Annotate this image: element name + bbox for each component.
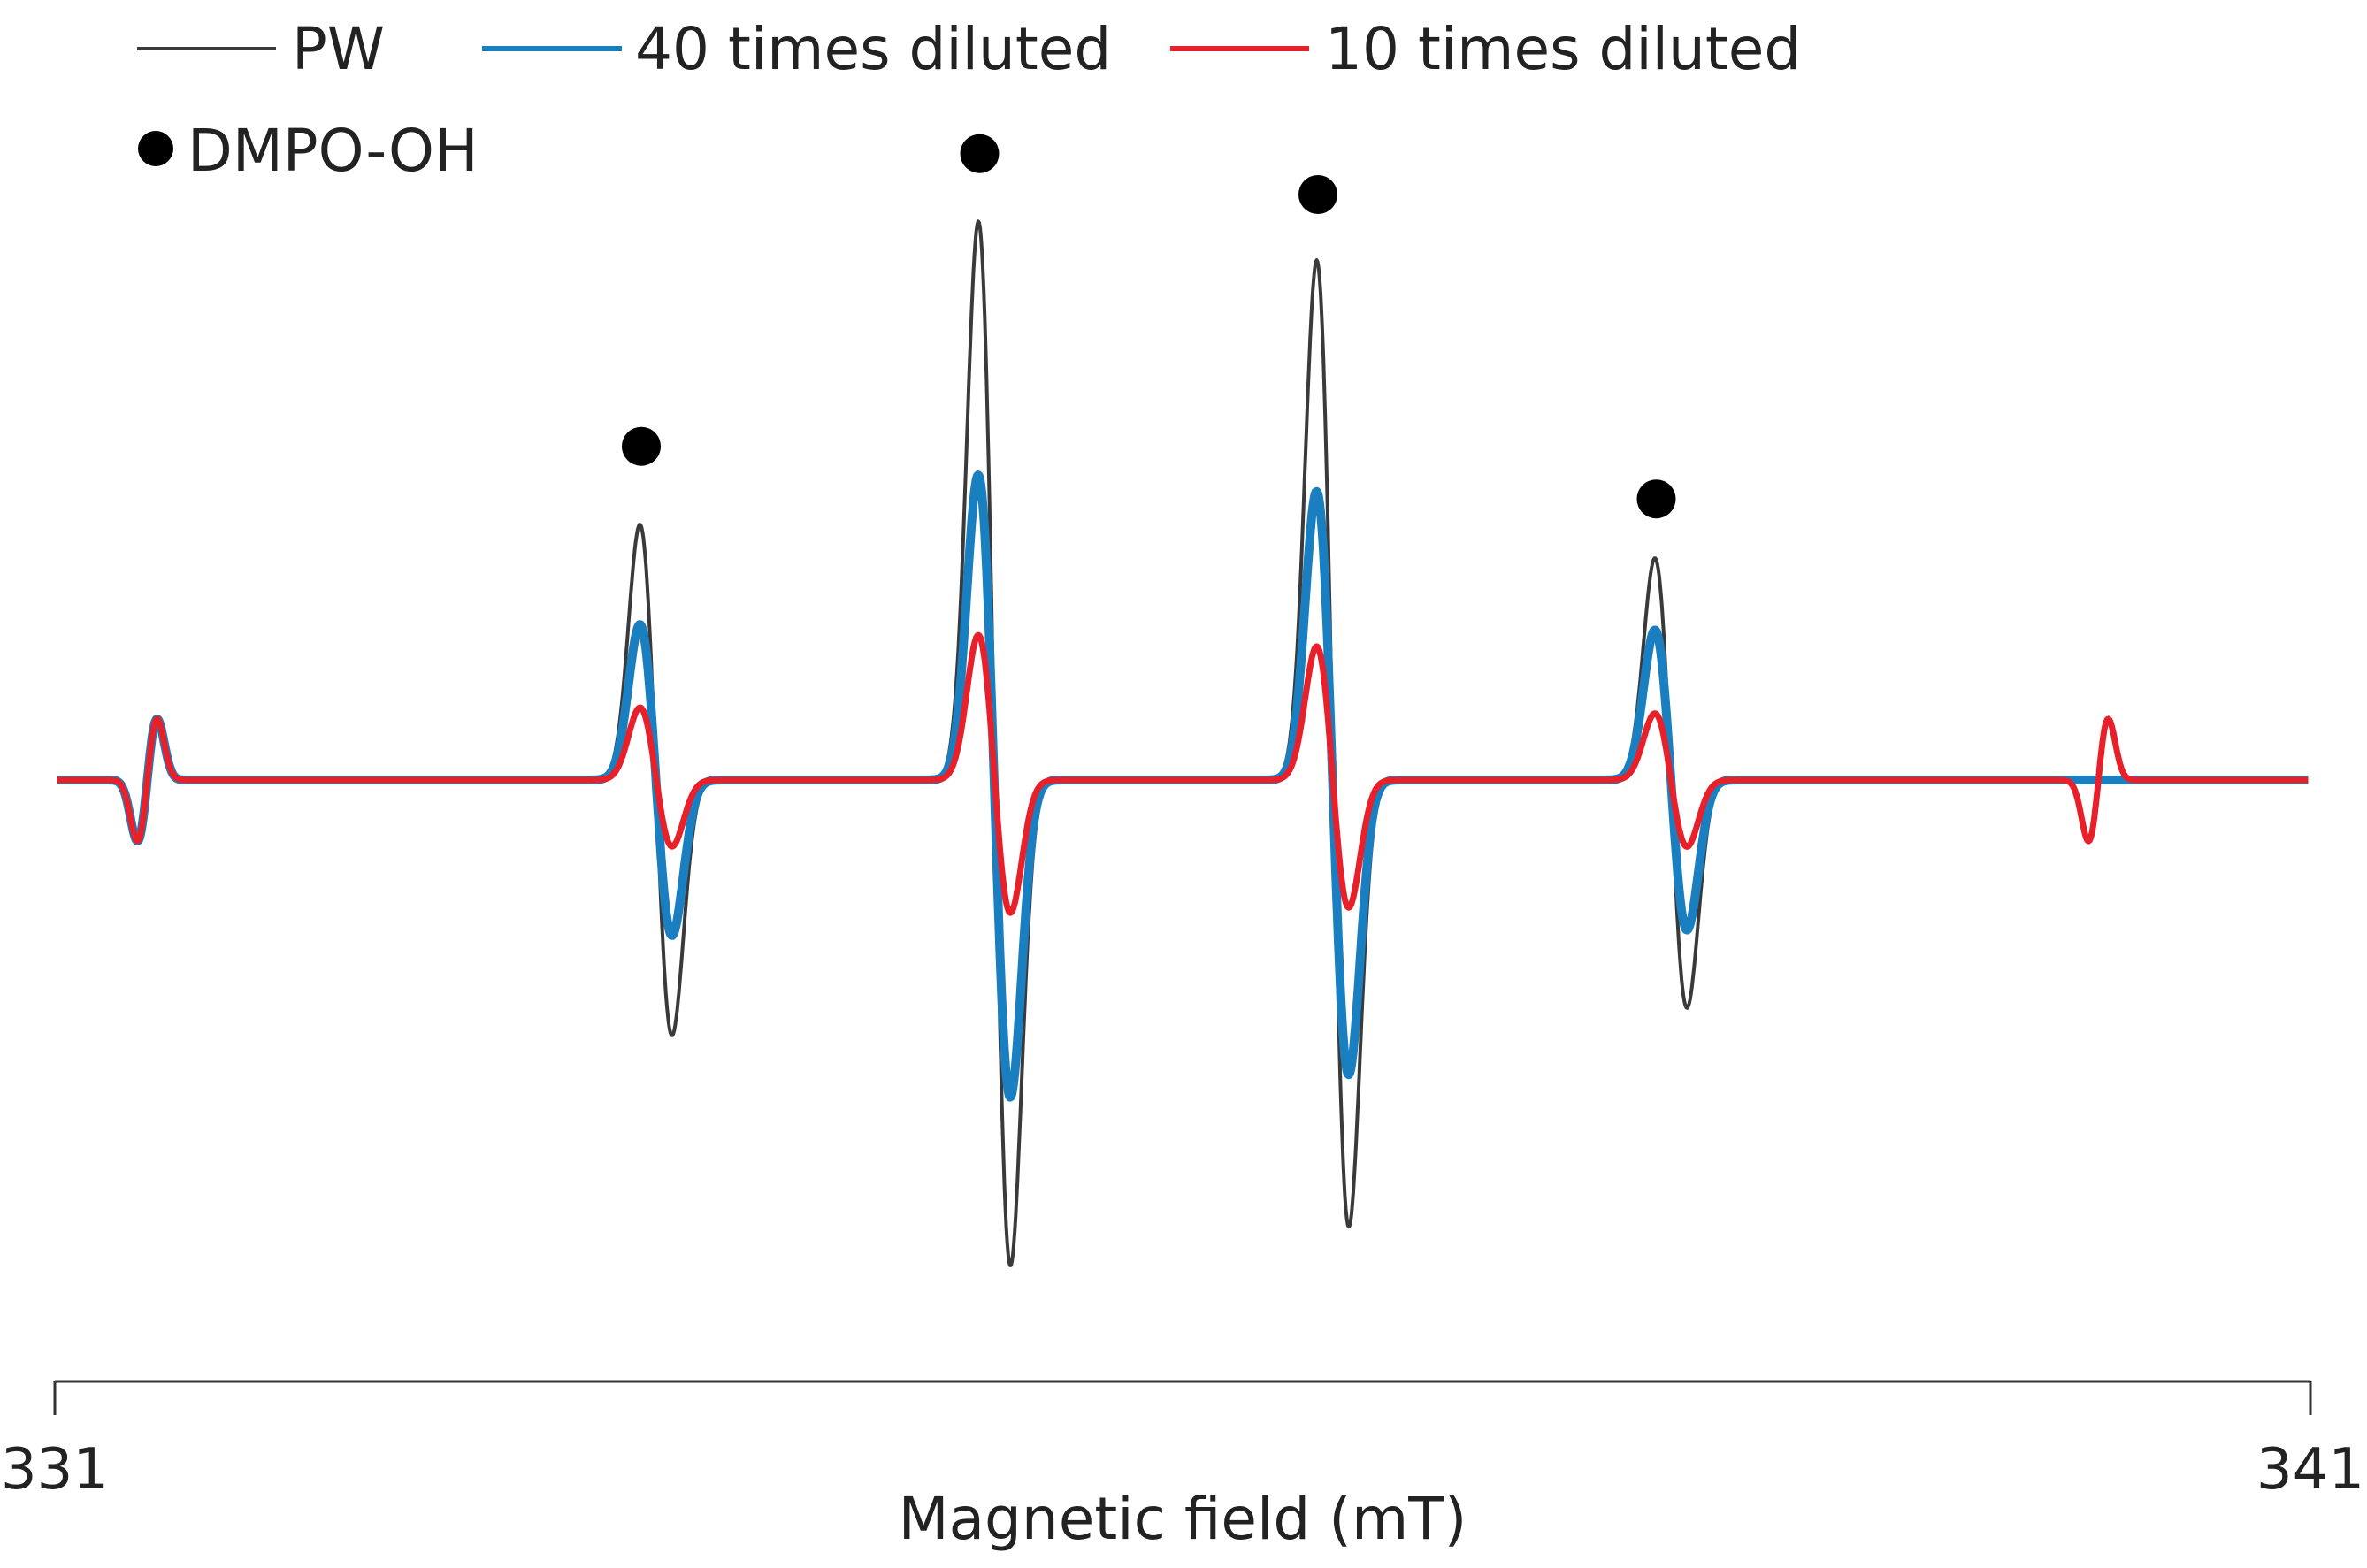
series-line-pw [56,219,2310,1267]
dmpo-oh-marker-4 [1636,479,1676,519]
legend-label-dmpo-oh: DMPO-OH [188,117,479,185]
series-line-40-times-diluted [53,470,2312,1102]
dmpo-oh-marker-2 [960,134,1000,173]
legend-item-pw: PW [137,15,385,83]
plot-area [53,134,2312,1267]
x-tick-label-331: 331 [1,1437,109,1503]
x-axis: 331 341 Magnetic field (mT) [1,1380,2364,1553]
legend-item-10x: 10 times diluted [1170,15,1801,83]
legend-dot-marker-icon [138,131,173,166]
legend-item-40x: 40 times diluted [482,15,1111,83]
dmpo-oh-marker-1 [622,426,661,466]
legend-label-40-times-diluted: 40 times diluted [635,15,1111,83]
legend-item-dmpo-oh: DMPO-OH [138,117,479,185]
legend-label-10-times-diluted: 10 times diluted [1325,15,1801,83]
legend-label-pw: PW [292,15,385,83]
x-tick-label-341: 341 [2256,1437,2364,1503]
dmpo-oh-markers [622,134,1676,519]
x-axis-label: Magnetic field (mT) [899,1485,1467,1553]
dmpo-oh-marker-3 [1298,175,1337,214]
series-line-10-times-diluted [55,631,2310,916]
legend: PW 40 times diluted 10 times diluted DMP… [137,15,1801,185]
